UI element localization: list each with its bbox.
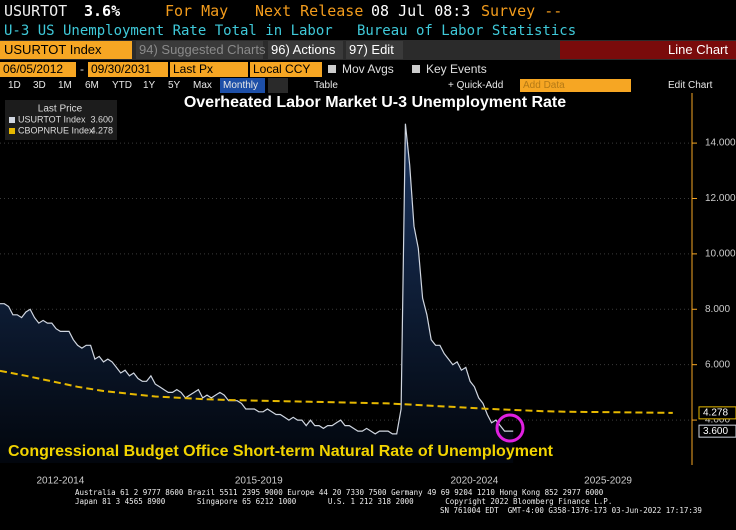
security-field[interactable]: USURTOT Index [0, 41, 132, 59]
description: U-3 US Unemployment Rate Total in Labor [4, 23, 333, 39]
y-tick-label: 12.000 [705, 193, 736, 204]
period: For May [165, 2, 229, 20]
y-tick-label: 10.000 [705, 249, 736, 260]
last-value-tag [698, 406, 736, 420]
end-date[interactable]: 09/30/2031 [88, 62, 168, 77]
currency-select[interactable]: Local CCY [250, 62, 322, 77]
last-value-label: 3.600 [703, 426, 728, 437]
survey: Survey -- [481, 2, 563, 20]
table-button[interactable]: Table [314, 80, 338, 91]
y-tick-label: 8.000 [705, 304, 730, 315]
footer-line: SN 761004 EDT GMT-4:00 G358-1376-173 03-… [440, 506, 702, 515]
legend-value: 4.278 [90, 125, 113, 135]
ticker: USURTOT [4, 2, 68, 20]
chart-icon[interactable] [268, 78, 288, 93]
chart-type[interactable]: Line Chart [560, 41, 736, 59]
release-date: 08 Jul 08:3 [371, 2, 471, 20]
source: Bureau of Labor Statistics [357, 23, 577, 39]
checkbox[interactable] [328, 65, 336, 73]
x-tick-label: 2020-2024 [450, 476, 498, 487]
series-line [0, 123, 514, 435]
period-button[interactable]: 1Y [143, 80, 156, 91]
period-button[interactable]: 1M [58, 80, 72, 91]
x-tick-label: 2015-2019 [235, 476, 283, 487]
moving-averages[interactable]: Mov Avgs [342, 62, 394, 76]
last-value: 3.6% [84, 2, 121, 20]
date-separator: - [80, 62, 84, 76]
highlight-circle [495, 413, 525, 443]
chart: 4.000 6.000 8.000 10.000 12.000 14.000 2012-20… [0, 93, 736, 487]
y-tick-label: 14.000 [705, 138, 736, 149]
period-button[interactable]: 3D [33, 80, 46, 91]
quick-add[interactable]: + Quick-Add [448, 80, 504, 91]
frequency-select[interactable]: Monthly [220, 78, 265, 93]
chart-title: Overheated Labor Market U-3 Unemployment… [184, 94, 566, 111]
x-tick-label: 2025-2029 [584, 476, 632, 487]
legend-title: Last Price [38, 104, 83, 115]
checkbox[interactable] [412, 65, 420, 73]
y-tick-label: 4.000 [705, 415, 730, 426]
edit-chart[interactable]: Edit Chart [668, 80, 713, 91]
actions-menu[interactable]: 96) Actions [268, 41, 343, 59]
x-tick-label: 2012-2014 [36, 476, 84, 487]
period-button[interactable]: 6M [85, 80, 99, 91]
start-date[interactable]: 06/05/2012 [0, 62, 76, 77]
legend-swatch [9, 117, 15, 123]
series-line [0, 369, 673, 414]
legend-box [5, 100, 117, 140]
last-value-label: 4.278 [703, 408, 728, 419]
release-label: Next Release [255, 2, 364, 20]
annotation: Congressional Budget Office Short-term N… [8, 443, 554, 460]
suggested-charts[interactable]: 94) Suggested Charts [136, 41, 265, 59]
field-select[interactable]: Last Px [170, 62, 248, 77]
period-button[interactable]: 5Y [168, 80, 181, 91]
add-data[interactable]: Add Data [520, 79, 631, 92]
y-tick-label: 6.000 [705, 359, 730, 370]
period-button[interactable]: YTD [112, 80, 132, 91]
edit-menu[interactable]: 97) Edit [346, 41, 403, 59]
legend-value: 3.600 [90, 114, 113, 124]
last-value-tag [698, 424, 736, 438]
footer-line: Japan 81 3 4565 8900 Singapore 65 6212 1… [75, 497, 613, 506]
legend-label: USURTOT Index [18, 114, 86, 124]
legend-swatch [9, 128, 15, 134]
area-fill [0, 123, 514, 463]
period-button[interactable]: 1D [8, 80, 21, 91]
legend-label: CBOPNRUE Index [18, 125, 94, 135]
key-events[interactable]: Key Events [426, 62, 487, 76]
period-button[interactable]: Max [193, 80, 212, 91]
footer-line: Australia 61 2 9777 8600 Brazil 5511 239… [75, 488, 604, 497]
